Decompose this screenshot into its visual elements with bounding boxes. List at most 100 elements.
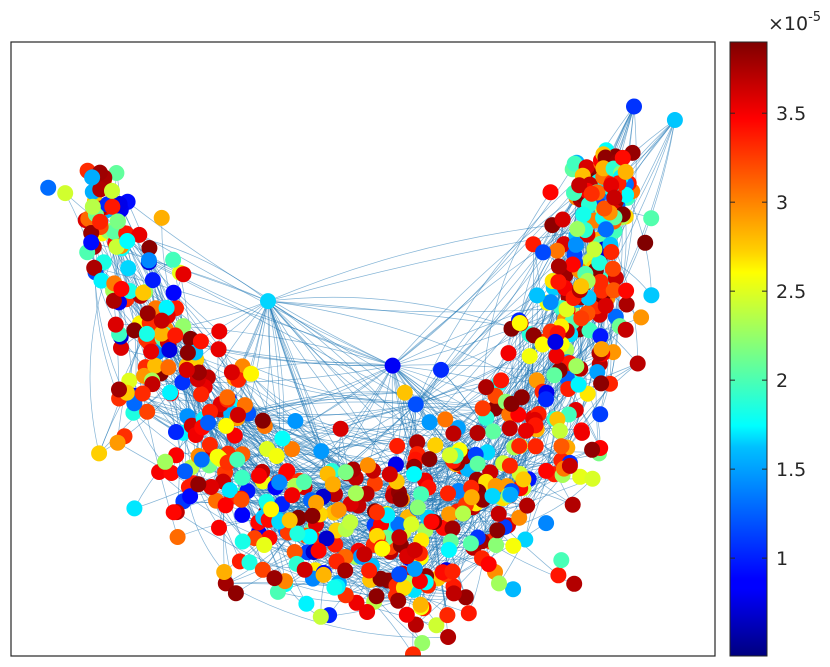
network-node [234,469,251,486]
network-node [230,407,246,423]
network-node [547,333,564,350]
network-node [201,436,218,453]
network-node [489,522,506,539]
network-node [553,438,570,455]
network-node [573,278,590,295]
network-node [596,200,613,217]
network-edge [392,187,588,366]
network-node [409,434,426,451]
network-node [390,516,407,533]
network-node [153,209,170,226]
network-node [542,184,559,201]
network-edge [334,557,483,588]
network-edge [226,365,393,427]
network-node [266,570,283,587]
network-node [254,561,271,578]
network-node [500,345,517,362]
network-node [92,213,109,230]
network-node [575,206,592,223]
network-node [192,333,209,350]
network-node [428,617,445,634]
network-node [618,296,635,313]
network-node [440,541,457,558]
network-node [511,509,528,526]
network-node [138,325,155,342]
network-node [440,485,456,502]
colorbar [729,41,768,657]
network-node [165,284,182,301]
network-node [633,309,650,326]
network-node [421,451,438,468]
network-node [542,294,559,311]
network-node [478,379,495,396]
network-node [553,552,570,569]
network-node [324,476,341,493]
network-node [389,438,406,454]
network-edge [267,301,322,452]
network-node [318,530,335,547]
network-node [182,488,199,505]
network-node [572,468,589,485]
network-node [437,411,454,428]
hub-node [666,112,683,128]
network-node [614,149,631,166]
network-node [86,259,103,276]
network-node [167,327,184,344]
network-node [455,505,471,522]
network-node [330,502,347,518]
network-node [517,531,534,548]
network-edge [392,184,580,366]
hub-node [384,357,401,374]
network-node [113,280,130,297]
network-node [284,441,301,458]
network-node [315,566,332,583]
network-node [233,491,250,508]
network-node [441,447,458,464]
network-node [551,422,568,439]
network-node [190,364,207,381]
network-node [162,384,179,401]
network-node [411,573,428,590]
network-edge [267,224,553,302]
network-node [160,359,177,376]
network-edge [208,421,529,480]
network-node [168,424,184,440]
network-edge [234,378,330,474]
hub-node [390,592,407,609]
network-node [469,425,486,441]
network-node [279,463,296,480]
network-node [361,562,378,579]
network-node [234,533,251,550]
network-node [593,375,610,392]
network-node [503,395,520,412]
network-node [413,486,430,503]
network-node [113,339,129,356]
network-edge [200,341,416,405]
network-node [304,507,321,524]
network-node [368,588,385,605]
network-edge [392,365,571,467]
network-node [109,213,126,230]
network-node [592,273,609,290]
network-node [104,182,120,199]
network-node [445,585,462,602]
network-node [84,198,101,215]
network-node [391,566,408,583]
network-node [439,607,456,624]
network-node [406,542,423,559]
network-node [441,506,458,523]
network-node [445,425,462,442]
network-node [93,272,110,289]
network-node [396,384,413,401]
network-node [433,361,449,378]
hub-node [407,396,424,413]
network-node [111,381,127,398]
network-node [84,169,101,186]
network-node [221,482,238,499]
network-node [108,165,125,181]
network-node [571,177,588,194]
network-edge [148,259,269,302]
network-node [505,537,522,554]
network-edge [528,399,547,480]
network-node [564,496,581,513]
